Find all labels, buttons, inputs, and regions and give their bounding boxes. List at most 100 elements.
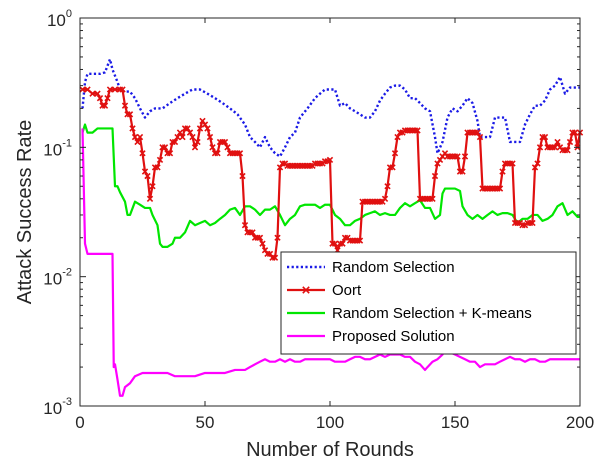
data-point-marker xyxy=(106,86,114,93)
data-point-marker xyxy=(189,133,196,141)
series-proposed-solution xyxy=(81,128,580,397)
data-point-marker xyxy=(571,129,579,136)
data-point-marker xyxy=(221,138,229,146)
data-point-marker xyxy=(276,164,284,171)
data-point-marker xyxy=(429,195,436,202)
data-point-marker xyxy=(104,94,111,102)
x-tick-label: 50 xyxy=(196,413,215,432)
data-point-marker xyxy=(554,138,561,146)
legend-item-random-selection: Random Selection xyxy=(287,259,455,276)
data-point-marker xyxy=(326,156,334,164)
data-point-marker xyxy=(536,144,544,151)
legend-item-oort: Oort xyxy=(287,282,362,299)
data-point-marker xyxy=(94,90,101,97)
data-point-marker xyxy=(171,138,179,146)
x-tick-label: 100 xyxy=(316,413,344,432)
data-point-marker xyxy=(179,133,186,141)
data-point-marker xyxy=(214,150,221,157)
x-tick-label: 200 xyxy=(566,413,594,432)
data-point-marker xyxy=(101,102,109,109)
y-tick-label: 100 xyxy=(47,8,72,30)
data-point-marker xyxy=(566,138,574,146)
legend-label: Proposed Solution xyxy=(332,328,455,345)
data-point-marker xyxy=(271,254,279,261)
legend-label: Oort xyxy=(332,282,362,299)
legend-item-random-selection-k-means: Random Selection + K-means xyxy=(287,305,532,322)
legend-item-proposed-solution: Proposed Solution xyxy=(287,328,455,345)
y-tick-label: 10-1 xyxy=(43,137,72,159)
data-point-marker xyxy=(531,164,539,171)
x-tick-label: 150 xyxy=(441,413,469,432)
data-point-marker xyxy=(266,250,274,258)
data-point-marker xyxy=(431,172,439,180)
legend-label: Random Selection + K-means xyxy=(332,305,532,322)
data-point-marker xyxy=(206,133,214,141)
data-point-marker xyxy=(156,156,164,164)
data-point-marker xyxy=(119,86,126,93)
data-point-marker xyxy=(529,219,536,227)
data-point-marker xyxy=(381,195,389,202)
data-point-marker xyxy=(139,150,146,157)
data-point-marker xyxy=(154,164,161,171)
y-axis-title: Attack Success Rate xyxy=(14,120,36,305)
data-point-marker xyxy=(259,240,266,247)
data-point-marker xyxy=(541,133,549,141)
data-point-marker xyxy=(454,153,461,160)
x-axis-title: Number of Rounds xyxy=(246,439,414,461)
data-point-marker xyxy=(184,125,191,132)
legend-label: Random Selection xyxy=(332,259,455,276)
data-point-marker xyxy=(339,240,346,247)
data-point-marker xyxy=(126,111,134,118)
data-point-marker xyxy=(141,168,149,175)
y-tick-label: 10-2 xyxy=(43,267,72,289)
data-point-marker xyxy=(146,195,154,202)
data-point-marker xyxy=(476,133,484,141)
data-point-marker xyxy=(564,147,571,154)
data-point-marker xyxy=(274,234,281,241)
data-point-marker xyxy=(191,144,199,151)
data-point-marker xyxy=(89,90,96,97)
data-point-marker xyxy=(204,125,211,132)
data-point-marker xyxy=(394,133,401,141)
data-point-marker xyxy=(209,144,216,151)
data-point-marker xyxy=(96,94,104,102)
data-point-marker xyxy=(391,150,399,157)
data-point-marker xyxy=(174,133,181,141)
x-tick-label: 0 xyxy=(75,413,84,432)
data-point-marker xyxy=(134,138,141,146)
series-line-proposed-solution xyxy=(81,128,580,397)
data-point-marker xyxy=(166,150,174,157)
data-point-marker xyxy=(194,138,201,146)
data-point-marker xyxy=(496,185,504,192)
data-point-marker xyxy=(241,222,249,229)
data-point-marker xyxy=(461,153,469,160)
series-random-selection-k-means xyxy=(81,123,580,248)
data-point-marker xyxy=(186,129,194,136)
data-point-marker xyxy=(249,229,256,236)
data-point-marker xyxy=(474,129,481,136)
data-point-marker xyxy=(201,121,209,128)
data-point-marker xyxy=(302,286,310,294)
data-point-marker xyxy=(384,183,391,190)
data-point-marker xyxy=(534,160,541,167)
data-point-marker xyxy=(551,144,559,151)
series-oort xyxy=(79,86,584,261)
data-point-marker xyxy=(389,164,396,171)
data-point-marker xyxy=(236,150,244,157)
data-point-marker xyxy=(256,234,264,241)
data-point-marker xyxy=(79,86,86,93)
legend: Random Selection Oort Random Selection + K… xyxy=(280,251,577,355)
data-point-marker xyxy=(414,127,421,134)
data-point-marker xyxy=(131,133,139,141)
series-line-random-selection xyxy=(81,58,580,158)
y-tick-label: 10-3 xyxy=(43,396,72,418)
data-point-marker xyxy=(84,86,91,93)
data-point-marker xyxy=(499,168,506,175)
legend-box xyxy=(280,251,577,355)
data-point-marker xyxy=(459,168,466,175)
data-point-marker xyxy=(121,102,129,109)
data-point-marker xyxy=(331,240,339,247)
data-point-marker xyxy=(111,86,119,93)
